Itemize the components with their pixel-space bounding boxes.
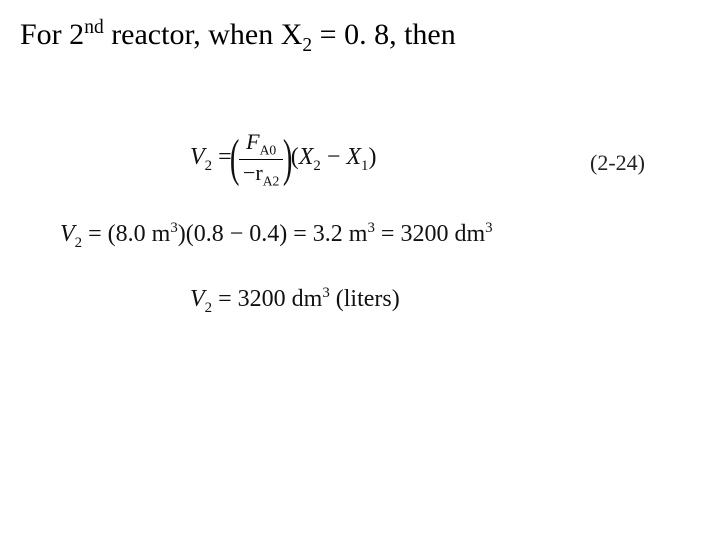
- equation-row-1: V2 = ( FA0 −rA2 ) (X2 − X1): [190, 130, 376, 188]
- eq1-lparen-big: (: [230, 138, 240, 180]
- eq3-seg1-sup: 3: [322, 285, 329, 301]
- heading-suffix: = 0. 8, then: [312, 18, 456, 51]
- heading-sup: nd: [84, 17, 104, 38]
- eq2-lhs-var: V: [60, 221, 75, 247]
- eq3-lhs-var: V: [190, 286, 205, 312]
- eq1-rhs-x2: X: [346, 144, 361, 170]
- eq3-lhs-sub: 2: [205, 300, 212, 316]
- equation-row-3: V2 = 3200 dm3 (liters): [190, 285, 400, 317]
- eq2-seg2: )(0.8 − 0.4) = 3.2 m: [178, 221, 368, 247]
- eq1-lhs-var: V: [190, 144, 205, 170]
- eq1-lhs-sub: 2: [205, 158, 212, 174]
- eq1-rhs: (X2 − X1): [291, 144, 377, 175]
- eq1-frac-num-sub: A0: [260, 142, 277, 157]
- eq1-frac-den: −rA2: [239, 161, 283, 189]
- eq3-text: V2 = 3200 dm3 (liters): [190, 285, 400, 317]
- eq2-text: V2 = (8.0 m3)(0.8 − 0.4) = 3.2 m3 = 3200…: [60, 220, 493, 252]
- eq1-frac-den-prefix: −r: [243, 160, 263, 185]
- heading-sub: 2: [302, 35, 312, 56]
- equation-row-2: V2 = (8.0 m3)(0.8 − 0.4) = 3.2 m3 = 3200…: [60, 220, 493, 252]
- eq3-seg1: = 3200 dm: [212, 286, 322, 312]
- eq2-seg2-sup: 3: [367, 220, 374, 236]
- eq3-seg2: (liters): [330, 286, 400, 312]
- eq2-seg1: = (8.0 m: [82, 221, 170, 247]
- eq1-rhs-minus: −: [321, 144, 347, 170]
- eq1-fraction: FA0 −rA2: [239, 130, 283, 188]
- eq1-rparen-big: ): [283, 138, 293, 180]
- eq2-seg1-sup: 3: [170, 220, 177, 236]
- eq1-rhs-x1: X: [299, 144, 314, 170]
- eq1-equals: =: [212, 144, 232, 170]
- heading-mid: reactor, when X: [104, 18, 303, 51]
- eq1-frac-num: FA0: [242, 130, 280, 158]
- heading-line: For 2nd reactor, when X2 = 0. 8, then: [20, 16, 456, 57]
- eq2-seg3-sup: 3: [485, 220, 492, 236]
- eq2-lhs-sub: 2: [75, 235, 82, 251]
- heading-prefix: For 2: [20, 18, 84, 51]
- eq1-rhs-x1-sub: 2: [313, 158, 320, 174]
- page: For 2nd reactor, when X2 = 0. 8, then V2…: [0, 0, 720, 540]
- eq1-frac-num-prefix: F: [246, 129, 259, 154]
- eq1-frac-den-sub: A2: [263, 173, 280, 188]
- eq1-lhs: V2 =: [190, 144, 232, 175]
- eq2-seg3: = 3200 dm: [375, 221, 485, 247]
- equation-label: (2-24): [590, 150, 645, 176]
- eq1-rhs-close: ): [368, 144, 376, 170]
